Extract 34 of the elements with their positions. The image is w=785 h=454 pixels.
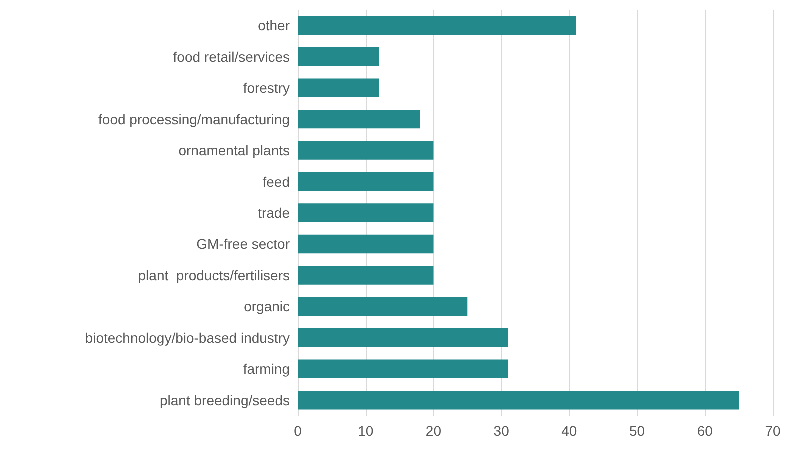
y-tick-label: plant products/fertilisers (138, 267, 290, 284)
bar (298, 16, 576, 35)
bar (298, 47, 380, 66)
bar (298, 391, 740, 410)
y-tick-label: trade (258, 205, 290, 221)
bar (298, 141, 434, 160)
bar (298, 360, 508, 379)
y-tick-label: food processing/manufacturing (98, 111, 290, 128)
x-tick-label: 70 (765, 423, 781, 439)
x-tick-label: 60 (697, 423, 714, 439)
x-tick-label: 0 (294, 423, 302, 439)
x-tick-label: 10 (358, 423, 374, 439)
x-tick-label: 40 (562, 423, 578, 439)
x-tick-label: 30 (494, 423, 510, 439)
bar (298, 78, 380, 98)
bar (298, 234, 434, 254)
y-tick-label: food retail/services (173, 48, 290, 65)
y-tick-label: feed (262, 174, 290, 190)
y-tick-label: organic (244, 298, 290, 315)
y-tick-label: forestry (243, 80, 290, 96)
bar (298, 266, 434, 285)
y-tick-label: other (258, 18, 290, 34)
bar (298, 328, 508, 348)
y-tick-label: GM-free sector (196, 236, 290, 252)
bar (298, 172, 434, 192)
bar (298, 297, 468, 316)
y-tick-label: plant breeding/seeds (160, 392, 290, 408)
x-tick-label: 50 (629, 423, 646, 439)
y-tick-label: ornamental plants (178, 142, 290, 159)
y-tick-label: farming (243, 361, 290, 378)
bar (298, 110, 420, 129)
bar (298, 204, 434, 222)
y-tick-label: biotechnology/bio-based industry (85, 330, 290, 346)
x-tick-label: 20 (426, 423, 442, 439)
